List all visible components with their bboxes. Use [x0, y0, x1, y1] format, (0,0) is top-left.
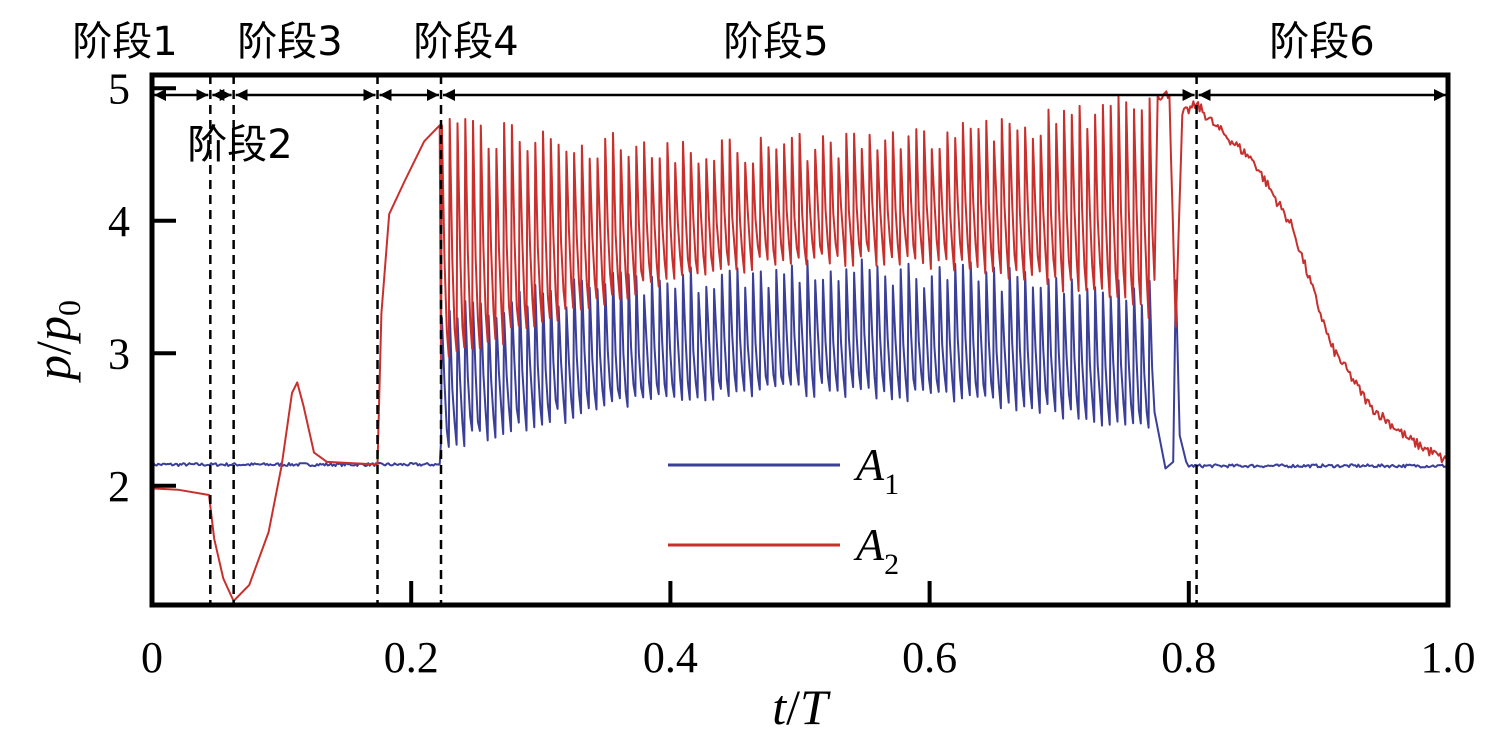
y-tick-label: 5 — [108, 64, 130, 113]
x-tick-label: 0 — [141, 633, 163, 682]
y-axis-label: p/p0 — [25, 300, 87, 383]
legend-label-a1: A1 — [853, 439, 899, 501]
stage-label: 阶段3 — [237, 19, 342, 65]
series-line-a1 — [152, 258, 1448, 470]
y-tick-label: 2 — [108, 462, 130, 511]
y-tick-label: 3 — [108, 329, 130, 378]
stage-label: 阶段1 — [72, 19, 177, 65]
x-tick-label: 0.4 — [643, 633, 698, 682]
x-axis-label: t/T — [772, 679, 831, 734]
y-tick-label: 4 — [108, 197, 130, 246]
x-tick-label: 0.8 — [1161, 633, 1216, 682]
legend-label-a2: A2 — [853, 519, 899, 581]
series-line-a2 — [152, 90, 1448, 602]
stage-label: 阶段6 — [1269, 19, 1374, 65]
x-tick-label: 1.0 — [1421, 633, 1476, 682]
x-tick-label: 0.2 — [384, 633, 439, 682]
stage-label: 阶段5 — [723, 19, 828, 65]
x-tick-label: 0.6 — [902, 633, 957, 682]
stage-label: 阶段4 — [413, 19, 518, 65]
plot-frame — [149, 72, 1451, 608]
stage-label: 阶段2 — [187, 122, 292, 168]
legend: A1 A2 — [668, 439, 899, 581]
